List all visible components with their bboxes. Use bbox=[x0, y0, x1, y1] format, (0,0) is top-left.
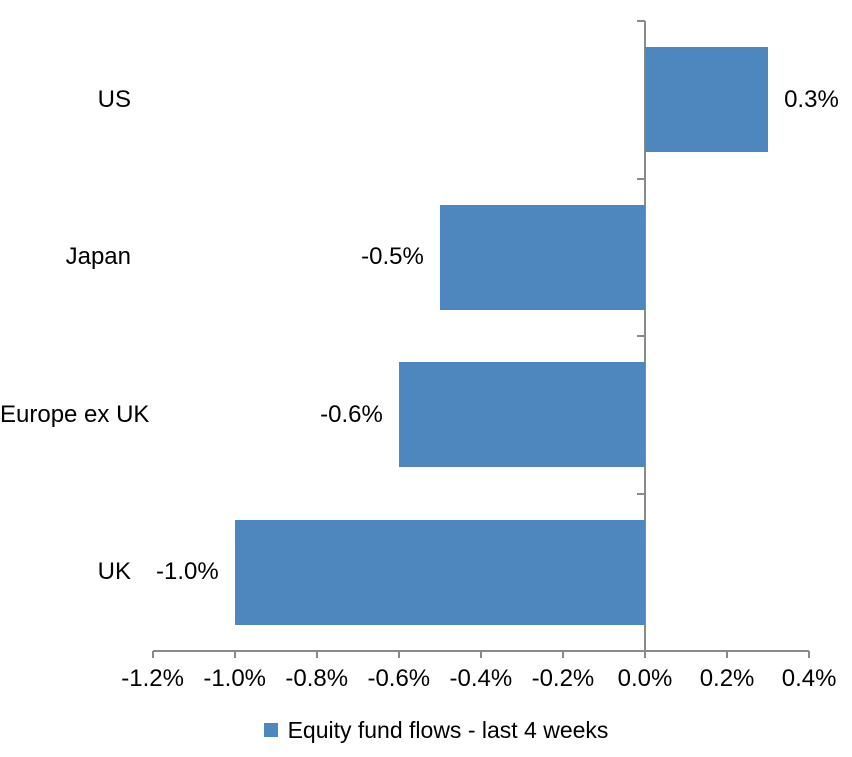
x-axis-tick bbox=[397, 651, 400, 658]
x-axis-tick bbox=[233, 651, 236, 658]
x-axis-tick bbox=[315, 651, 318, 658]
legend-swatch-icon bbox=[263, 723, 278, 737]
x-axis-tick-label: 0.4% bbox=[781, 665, 837, 692]
x-axis-tick bbox=[726, 651, 729, 658]
bar-japan bbox=[439, 204, 645, 310]
category-axis-tick bbox=[637, 492, 645, 495]
x-axis-tick-label: -0.6% bbox=[367, 665, 431, 692]
data-label: -0.5% bbox=[361, 243, 424, 271]
category-label: UK bbox=[97, 558, 131, 586]
category-label: Japan bbox=[65, 243, 131, 271]
value-zero-axis-line bbox=[644, 21, 646, 651]
data-label: -1.0% bbox=[156, 558, 219, 586]
x-axis-tick-label: -0.8% bbox=[285, 665, 349, 692]
category-axis-tick bbox=[637, 177, 645, 180]
bar-us bbox=[645, 47, 769, 153]
x-axis-tick bbox=[561, 651, 564, 658]
x-axis-tick-label: -0.4% bbox=[449, 665, 513, 692]
bar-europe-ex-uk bbox=[398, 362, 645, 468]
x-axis-tick-label: -1.2% bbox=[121, 665, 184, 692]
x-axis-tick-label: -1.0% bbox=[203, 665, 267, 692]
category-label: Europe ex UK bbox=[0, 400, 150, 428]
category-axis-tick bbox=[637, 335, 645, 337]
x-axis-tick-label: -0.2% bbox=[531, 665, 595, 692]
bar-uk bbox=[234, 519, 645, 625]
x-axis-tick bbox=[644, 651, 646, 658]
legend-label: Equity fund flows - last 4 weeks bbox=[287, 717, 609, 743]
category-label: US bbox=[97, 85, 131, 113]
category-axis-tick bbox=[637, 20, 645, 22]
x-axis-tick bbox=[479, 651, 482, 658]
category-axis-tick bbox=[637, 650, 645, 652]
x-axis-tick-label: 0.2% bbox=[699, 665, 755, 692]
x-axis-tick-label: 0.0% bbox=[617, 665, 673, 692]
legend: Equity fund flows - last 4 weeks bbox=[10, 716, 852, 744]
data-label: 0.3% bbox=[784, 85, 839, 113]
data-label: -0.6% bbox=[320, 400, 383, 428]
x-axis-tick bbox=[151, 651, 154, 658]
x-axis-tick bbox=[808, 651, 811, 658]
